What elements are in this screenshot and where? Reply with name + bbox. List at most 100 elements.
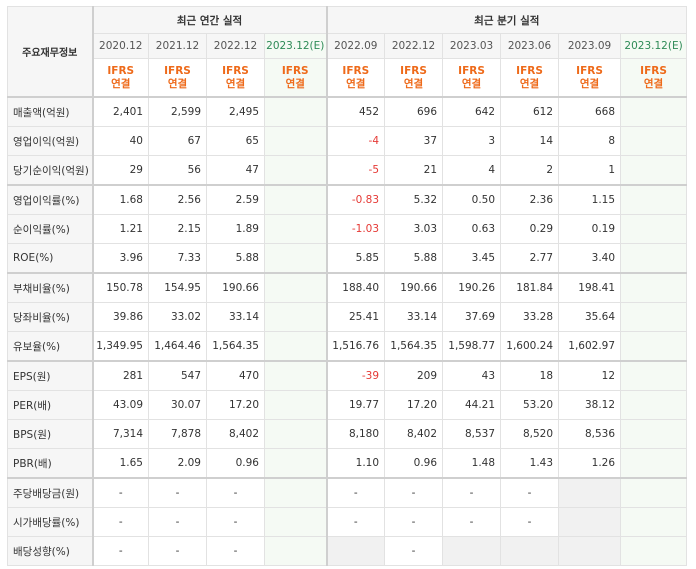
value-cell: 0.96 [384,448,444,479]
value-cell [442,536,502,566]
accounting-standard: IFRS [164,64,191,77]
value-cell: 65 [206,126,265,156]
value-cell: 2 [500,155,560,186]
accounting-standard: IFRS [107,64,135,77]
accounting-basis: IFRS 연결 [558,58,622,98]
value-cell: 1.21 [92,214,149,244]
accounting-row: IFRS 연결 IFRS 연결 IFRS 연결 IFRS 연결 IFRS 연결 IFRS 연결 IFRS… [8,58,688,98]
value-cell: - [384,477,444,508]
value-cell [263,272,328,303]
value-cell: 30.07 [148,390,207,420]
value-cell: 3 [442,126,502,156]
value-cell [620,536,688,566]
value-cell: 19.77 [326,390,386,420]
value-cell [620,96,688,127]
row-label: 순이익률(%) [7,214,94,244]
value-cell: 0.63 [442,214,502,244]
accounting-standard: IFRS [516,64,543,77]
accounting-scope: 연결 [519,77,540,90]
value-cell: 2,599 [148,96,207,127]
value-cell: 44.21 [442,390,502,420]
accounting-basis: IFRS 연결 [263,58,328,98]
value-cell [263,126,328,156]
row-label: 시가배당률(%) [7,507,94,537]
value-cell: 1.10 [326,448,386,479]
period-header: 2022.12 [384,33,444,59]
value-cell: 209 [384,360,444,391]
value-cell: 1.43 [500,448,560,479]
row-label: 배당성향(%) [7,536,94,566]
quarterly-header: 최근 분기 실적 [326,6,688,34]
row-label: EPS(원) [7,360,94,391]
value-cell [558,507,622,537]
accounting-scope: 연결 [285,77,305,90]
row-label: BPS(원) [7,419,94,449]
value-cell: - [148,536,207,566]
value-cell: 668 [558,96,622,127]
value-cell: 39.86 [92,302,149,332]
row-label: 당기순이익(억원) [7,155,94,186]
table-body: 매출액(억원) 2,401 2,599 2,495 452 696 642 612 668 영업이… [7,96,688,566]
accounting-standard: IFRS [281,64,309,77]
value-cell: 2.15 [148,214,207,244]
value-cell: 33.28 [500,302,560,332]
value-cell: 547 [148,360,207,391]
value-cell: -39 [326,360,386,391]
value-cell: 1.15 [558,184,622,215]
table-row: 유보율(%) 1,349.95 1,464.46 1,564.35 1,516.76 1,… [7,331,688,362]
value-cell: 190.26 [442,272,502,303]
table-row: EPS(원) 281 547 470 -39 209 43 18 12 [7,360,688,391]
accounting-basis: IFRS 연결 [92,58,149,98]
value-cell: 29 [92,155,149,186]
accounting-scope: 연결 [111,77,131,90]
accounting-standard: IFRS [400,64,427,77]
period-header: 2020.12 [92,33,149,59]
table-row: BPS(원) 7,314 7,878 8,402 8,180 8,402 8,537 8,52… [7,419,688,449]
period-header: 2022.09 [326,33,386,59]
value-cell: 1,349.95 [92,331,149,362]
accounting-basis: IFRS 연결 [326,58,386,98]
value-cell [263,331,328,362]
value-cell [620,477,688,508]
value-cell: 198.41 [558,272,622,303]
value-cell: 0.19 [558,214,622,244]
value-cell: 190.66 [206,272,265,303]
value-cell: 8,537 [442,419,502,449]
value-cell: - [500,477,560,508]
table-row: 주당배당금(원) - - - - - - - [7,477,688,508]
value-cell: 35.64 [558,302,622,332]
value-cell: - [92,536,149,566]
value-cell: 43.09 [92,390,149,420]
accounting-scope: 연결 [346,77,366,90]
value-cell: 5.85 [326,243,386,274]
value-cell [620,302,688,332]
period-header: 2023.03 [442,33,502,59]
period-header: 2022.12 [206,33,265,59]
value-cell: 8,180 [326,419,386,449]
value-cell: 2,495 [206,96,265,127]
accounting-scope: 연결 [403,77,424,90]
value-cell: 0.96 [206,448,265,479]
value-cell: 7,878 [148,419,207,449]
value-cell: 7.33 [148,243,207,274]
value-cell: 2.09 [148,448,207,479]
table-row: 영업이익(억원) 40 67 65 -4 37 3 14 8 [7,126,688,156]
value-cell: 43 [442,360,502,391]
value-cell: - [442,507,502,537]
value-cell [326,536,386,566]
row-label: 영업이익률(%) [7,184,94,215]
value-cell: - [92,507,149,537]
value-cell: 3.40 [558,243,622,274]
value-cell: - [148,507,207,537]
row-label: 부채비율(%) [7,272,94,303]
accounting-scope: 연결 [461,77,482,90]
value-cell: - [206,477,265,508]
value-cell: 7,314 [92,419,149,449]
accounting-standard: IFRS [342,64,370,77]
value-cell: 38.12 [558,390,622,420]
value-cell: 8,536 [558,419,622,449]
value-cell: 25.41 [326,302,386,332]
row-label: 영업이익(억원) [7,126,94,156]
period-header: 2021.12 [148,33,207,59]
value-cell: 3.45 [442,243,502,274]
